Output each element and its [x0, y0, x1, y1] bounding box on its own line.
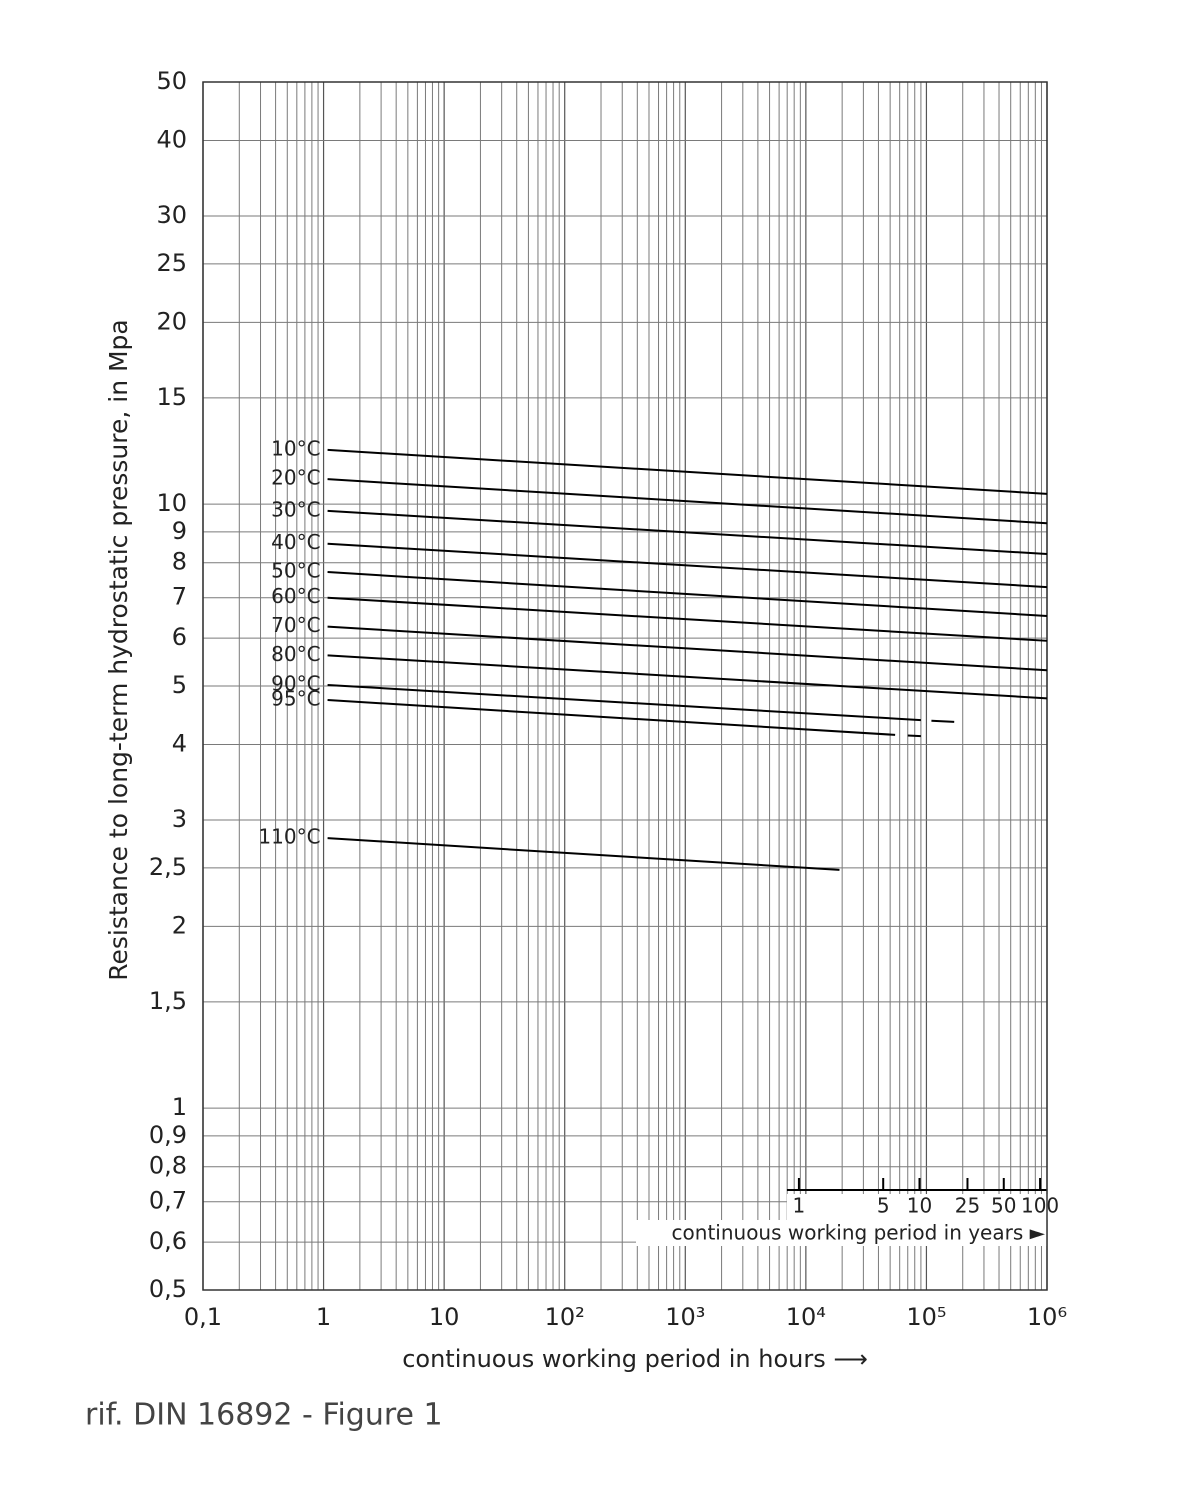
series-line [327, 683, 955, 723]
y-tick-label: 20 [156, 307, 187, 335]
y-tick-label: 8 [172, 548, 187, 576]
x-tick-label: 10⁶ [1027, 1303, 1067, 1331]
series-label: 20°C [271, 466, 320, 490]
y-tick-label: 0,9 [149, 1121, 187, 1149]
series-label: 70°C [271, 613, 320, 637]
series-label: 50°C [271, 559, 320, 583]
x-tick-label: 10² [545, 1303, 585, 1331]
series-label: 10°C [271, 436, 320, 460]
y-tick-label: 50 [156, 67, 187, 95]
footer: rif. DIN 16892 - Figure 1 [85, 1398, 443, 1433]
x-tick-label: 1 [316, 1303, 331, 1331]
y-tick-label: 0,6 [149, 1227, 187, 1255]
x2-tick-label: 10 [907, 1194, 932, 1218]
y-tick-label: 15 [156, 383, 187, 411]
y-tick-label: 2 [172, 911, 187, 939]
y-tick-label: 3 [172, 805, 187, 833]
x2-tick-label: 5 [877, 1194, 890, 1218]
y-tick-label: 40 [156, 126, 187, 154]
y-tick-label: 4 [172, 730, 187, 758]
x-tick-label: 0,1 [184, 1303, 222, 1331]
series-label: 40°C [271, 530, 320, 554]
y-tick-label: 10 [156, 489, 187, 517]
series-label: 110°C [258, 825, 320, 849]
y-tick-label: 7 [172, 583, 187, 611]
x-tick-label: 10⁵ [906, 1303, 946, 1331]
y-tick-label: 25 [156, 249, 187, 277]
y-tick-label: 0,7 [149, 1187, 187, 1215]
series-line [327, 542, 1048, 589]
y-tick-label: 5 [172, 671, 187, 699]
y-tick-label: 0,5 [149, 1275, 187, 1303]
series-label: 90°C [271, 671, 320, 695]
plot-frame [202, 81, 1048, 1291]
y-tick-label: 2,5 [149, 853, 187, 881]
y-tick-label: 1,5 [149, 987, 187, 1015]
y-axis-label: Resistance to long-term hydrostatic pres… [104, 319, 133, 981]
series-line [327, 448, 1048, 495]
y-tick-label: 0,8 [149, 1152, 187, 1180]
y-tick-label: 9 [172, 517, 187, 545]
series-line [327, 509, 1048, 556]
axis-background [786, 1194, 1059, 1220]
series-line [327, 478, 1048, 525]
y-tick-label: 1 [172, 1093, 187, 1121]
series-label: 80°C [271, 642, 320, 666]
x-axis-label: continuous working period in hours ⟶ [402, 1345, 868, 1373]
y-tick-label: 30 [156, 201, 187, 229]
series-line [327, 837, 840, 871]
y-tick-label: 6 [172, 623, 187, 651]
x2-tick-label: 50 [991, 1194, 1016, 1218]
series-line [327, 699, 921, 738]
x2-tick-label: 100 [1021, 1194, 1059, 1218]
series-line [327, 654, 1048, 700]
x-tick-label: 10⁴ [786, 1303, 826, 1331]
x2-tick-label: 25 [955, 1194, 980, 1218]
series-label: 95°C [271, 687, 320, 711]
x2-tick-label: 1 [793, 1194, 806, 1218]
series-line [327, 571, 1048, 617]
series-line [327, 596, 1048, 642]
x2-axis-label: continuous working period in years ► [672, 1221, 1046, 1245]
series-label: 60°C [271, 584, 320, 608]
label-background [636, 1220, 1047, 1246]
series-line [327, 625, 1048, 672]
x-tick-label: 10³ [665, 1303, 705, 1331]
series-label: 30°C [271, 497, 320, 521]
x-tick-label: 10 [429, 1303, 460, 1331]
